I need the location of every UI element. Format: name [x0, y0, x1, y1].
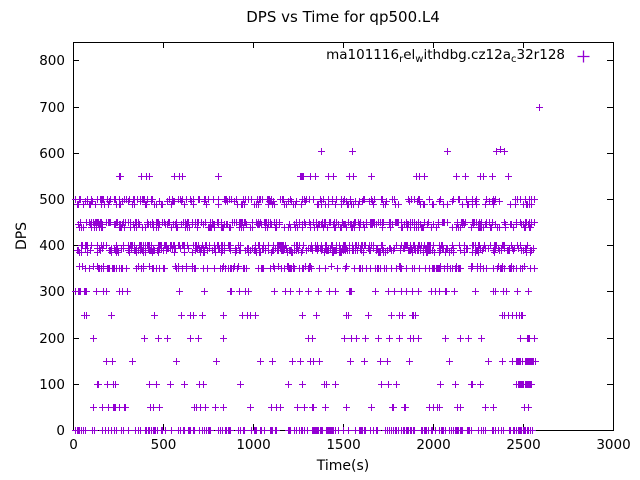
legend-label-subscript: c: [511, 54, 517, 65]
x-tick-label: 2000: [416, 437, 450, 453]
legend-plus-marker: [577, 50, 590, 62]
y-tick-label: 200: [39, 331, 65, 347]
legend-label-segment: ma101116: [326, 47, 400, 63]
x-tick-label: 500: [151, 437, 177, 453]
y-tick-label: 0: [56, 423, 65, 439]
chart-title: DPS vs Time for qp500.L4: [246, 8, 440, 26]
y-axis-label: DPS: [14, 221, 30, 251]
legend-label-subscript: w: [415, 54, 424, 65]
y-tick-label: 700: [39, 100, 65, 116]
legend-label-segment: el: [403, 47, 416, 63]
x-tick-label: 1500: [326, 437, 360, 453]
axis-ticks: [73, 42, 614, 431]
y-tick-label: 100: [39, 377, 65, 393]
y-tick-label: 400: [39, 238, 65, 254]
x-tick-label: 2500: [506, 437, 540, 453]
legend-label-segment: ithdbg.cz12a: [423, 47, 511, 63]
scatter-points: [72, 104, 543, 434]
x-tick-label: 0: [69, 437, 78, 453]
legend: ma101116relwithdbg.cz12ac32r128: [326, 47, 590, 65]
y-tick-label: 600: [39, 146, 65, 162]
x-axis-label: Time(s): [316, 458, 370, 474]
y-tick-label: 300: [39, 284, 65, 300]
legend-label-segment: 32r128: [516, 47, 566, 63]
plot-border: [73, 42, 614, 431]
axis-tick-labels: 0 500 1000 1500 2000 2500 3000 0 100 200 300 400 500…: [39, 53, 630, 453]
x-tick-label: 1000: [236, 437, 270, 453]
legend-label: ma101116relwithdbg.cz12ac32r128: [326, 47, 565, 65]
x-tick-label: 3000: [596, 437, 630, 453]
legend-label-subscript: r: [399, 54, 404, 65]
y-tick-label: 800: [39, 53, 65, 69]
y-tick-label: 500: [39, 192, 65, 208]
